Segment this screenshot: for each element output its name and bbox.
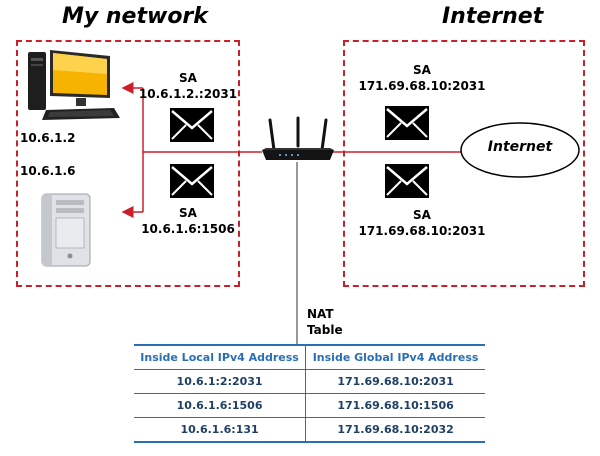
packet-label-address: 10.6.1.6:1506 — [141, 222, 235, 236]
internet-zone — [343, 40, 585, 287]
nat-global-cell: 171.69.68.10:1506 — [305, 393, 485, 418]
host-ip-label: 10.6.1.2 — [20, 131, 76, 145]
envelope-icon — [385, 106, 429, 140]
packet-label-address: 171.69.68.10:2031 — [358, 79, 486, 93]
host-ip-label: 10.6.1.6 — [20, 164, 76, 178]
envelope-icon — [170, 108, 214, 142]
router-icon — [262, 116, 334, 160]
envelope-icon — [385, 164, 429, 198]
my-network-zone — [16, 40, 240, 287]
server-tower-icon — [41, 193, 91, 267]
nat-table-label: NAT Table — [307, 307, 343, 337]
internet-heading: Internet — [442, 4, 544, 29]
table-row: 10.6.1.6:131 171.69.68.10:2032 — [134, 417, 485, 443]
internet-ellipse — [460, 122, 580, 178]
internet-node-label: Internet — [487, 139, 553, 155]
nat-local-cell: 10.6.1:2:2031 — [134, 369, 306, 394]
nat-global-cell: 171.69.68.10:2032 — [305, 417, 485, 443]
packet-label-address: 171.69.68.10:2031 — [358, 224, 486, 238]
packet-label-title: SA — [413, 208, 431, 222]
nat-table: Inside Local IPv4 Address Inside Global … — [134, 344, 485, 443]
table-row: 10.6.1:2:2031 171.69.68.10:2031 — [134, 369, 485, 394]
desktop-computer-icon — [28, 50, 120, 120]
packet-label-title: SA — [413, 63, 431, 77]
nat-local-cell: 10.6.1.6:131 — [134, 417, 306, 443]
nat-table-header-row: Inside Local IPv4 Address Inside Global … — [134, 344, 485, 370]
nat-table-header-global: Inside Global IPv4 Address — [305, 344, 485, 370]
packet-label-title: SA — [179, 71, 197, 85]
packet-label-address: 10.6.1.2.:2031 — [138, 87, 238, 101]
my-network-heading: My network — [62, 4, 208, 29]
envelope-icon — [170, 164, 214, 198]
nat-local-cell: 10.6.1.6:1506 — [134, 393, 306, 418]
packet-label-title: SA — [179, 206, 197, 220]
table-row: 10.6.1.6:1506 171.69.68.10:1506 — [134, 393, 485, 418]
nat-table-header-local: Inside Local IPv4 Address — [134, 344, 306, 370]
nat-global-cell: 171.69.68.10:2031 — [305, 369, 485, 394]
